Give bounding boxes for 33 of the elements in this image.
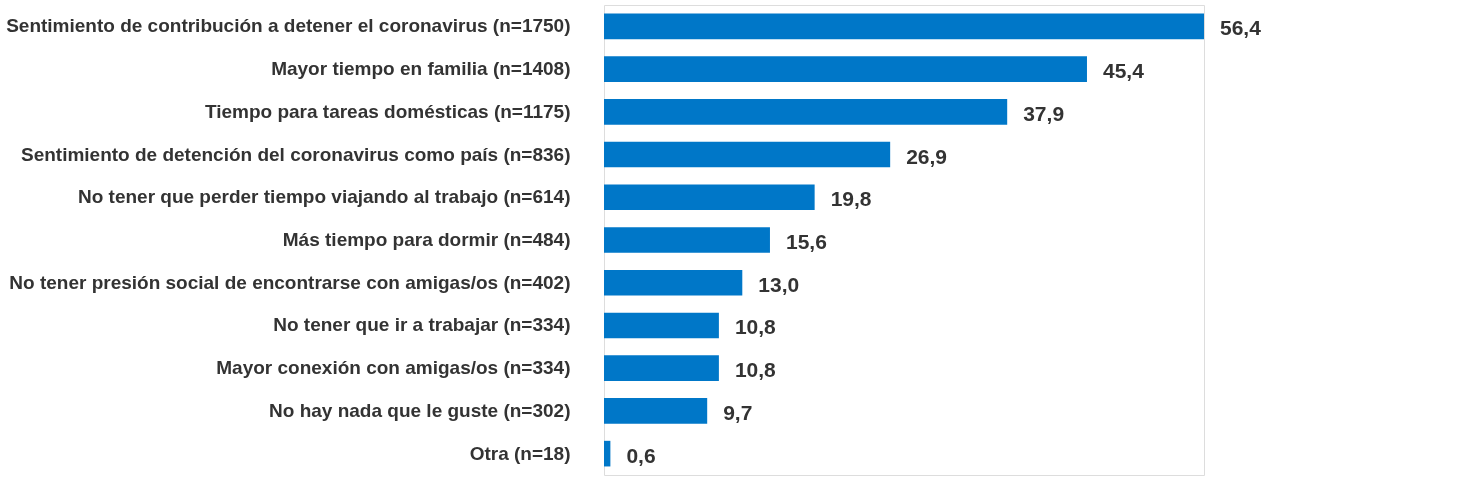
y-tick-label: Más tiempo para dormir (n=484): [282, 229, 571, 250]
bar: [604, 99, 1008, 125]
y-tick-label: No tener que perder tiempo viajando al trabajo (n=614): [77, 186, 571, 208]
data-label: 9,7: [723, 400, 753, 424]
y-tick-label: Tiempo para tareas domésticas (n=1175): [204, 100, 571, 122]
y-tick-label: Sentimiento de contribución a detener el coronavirus (n=1750): [6, 15, 571, 37]
data-label: 37,9: [1023, 101, 1065, 125]
data-label: 15,6: [785, 230, 827, 253]
bar: [604, 398, 708, 424]
data-label: 56,4: [1220, 16, 1262, 40]
bar: [604, 227, 770, 253]
y-tick-label: No tener que ir a trabajar (n=334): [273, 314, 571, 336]
bar: [604, 141, 891, 168]
y-tick-label: Mayor tiempo en familia (n=1408): [271, 58, 571, 80]
data-label: 13,0: [758, 272, 800, 296]
bar: [604, 269, 743, 296]
bar: [604, 312, 719, 339]
bar: [604, 56, 1087, 82]
y-tick-label: Otra (n=18): [469, 442, 571, 464]
bar: [604, 355, 719, 381]
data-label: 0,6: [626, 443, 656, 467]
y-tick-label: Mayor conexión con amigas/os (n=334): [216, 357, 571, 379]
data-label: 10,8: [734, 315, 777, 339]
data-label: 10,8: [734, 358, 777, 382]
data-label: 45,4: [1102, 59, 1145, 83]
bar: [604, 440, 611, 467]
y-tick-label: Sentimiento de detención del coronavirus como país (n=836): [20, 143, 571, 165]
y-tick-label: No tener presión social de encontrarse con amigas/os (n=402): [9, 271, 571, 293]
bar: [604, 184, 815, 211]
y-tick-label: No hay nada que le guste (n=302): [269, 399, 571, 421]
data-label: 26,9: [906, 144, 948, 168]
bar: [604, 13, 1204, 40]
data-label: 19,8: [830, 187, 872, 211]
